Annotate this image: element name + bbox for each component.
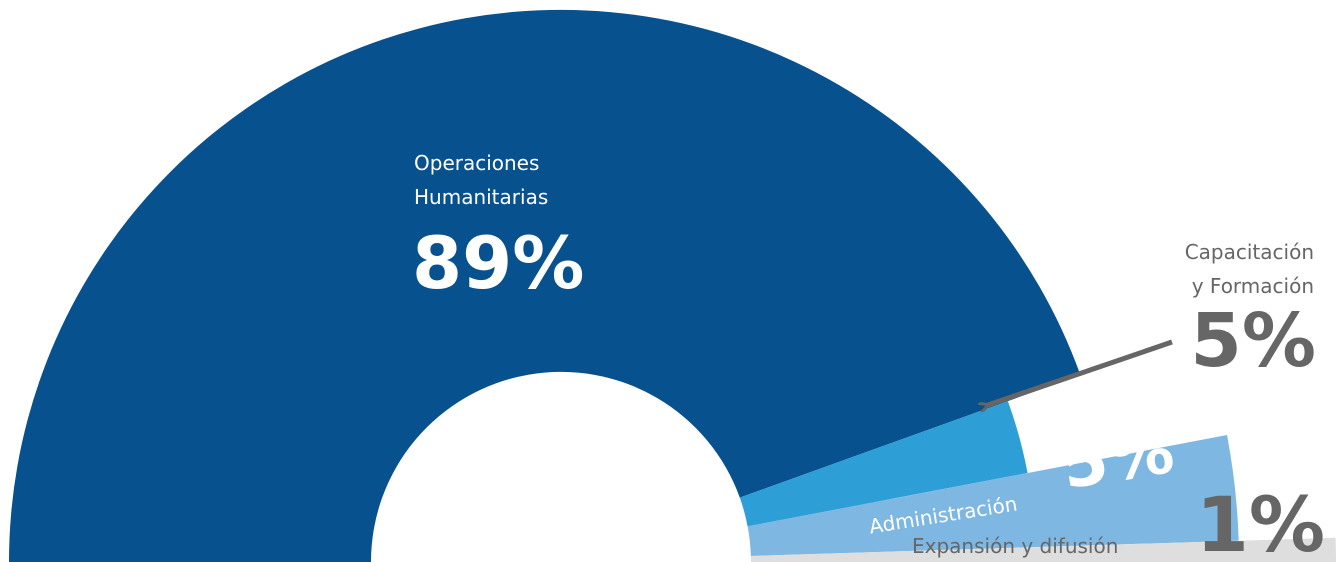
label-operaciones-line2: Humanitarias — [414, 185, 548, 209]
slice-expansion-y-difusion — [750, 537, 1336, 562]
label-operaciones-line1: Operaciones — [414, 151, 539, 175]
label-capacitacion-line1: Capacitación — [1185, 240, 1314, 264]
label-administracion-percent: 5% — [1056, 411, 1179, 505]
label-expansion-percent: 1% — [1196, 480, 1325, 562]
slice-operaciones-humanitarias — [8, 9, 1081, 562]
label-capacitacion-line2: y Formación — [1192, 274, 1314, 298]
slice-capacitacion-y-formacion — [739, 401, 1028, 527]
label-expansion-name: Expansión y difusión — [912, 534, 1118, 558]
label-capacitacion-percent: 5% — [1190, 298, 1316, 384]
arrow-capacitacion — [988, 339, 1173, 405]
slice-administracion — [747, 435, 1239, 556]
label-operaciones-percent: 89% — [412, 221, 584, 305]
